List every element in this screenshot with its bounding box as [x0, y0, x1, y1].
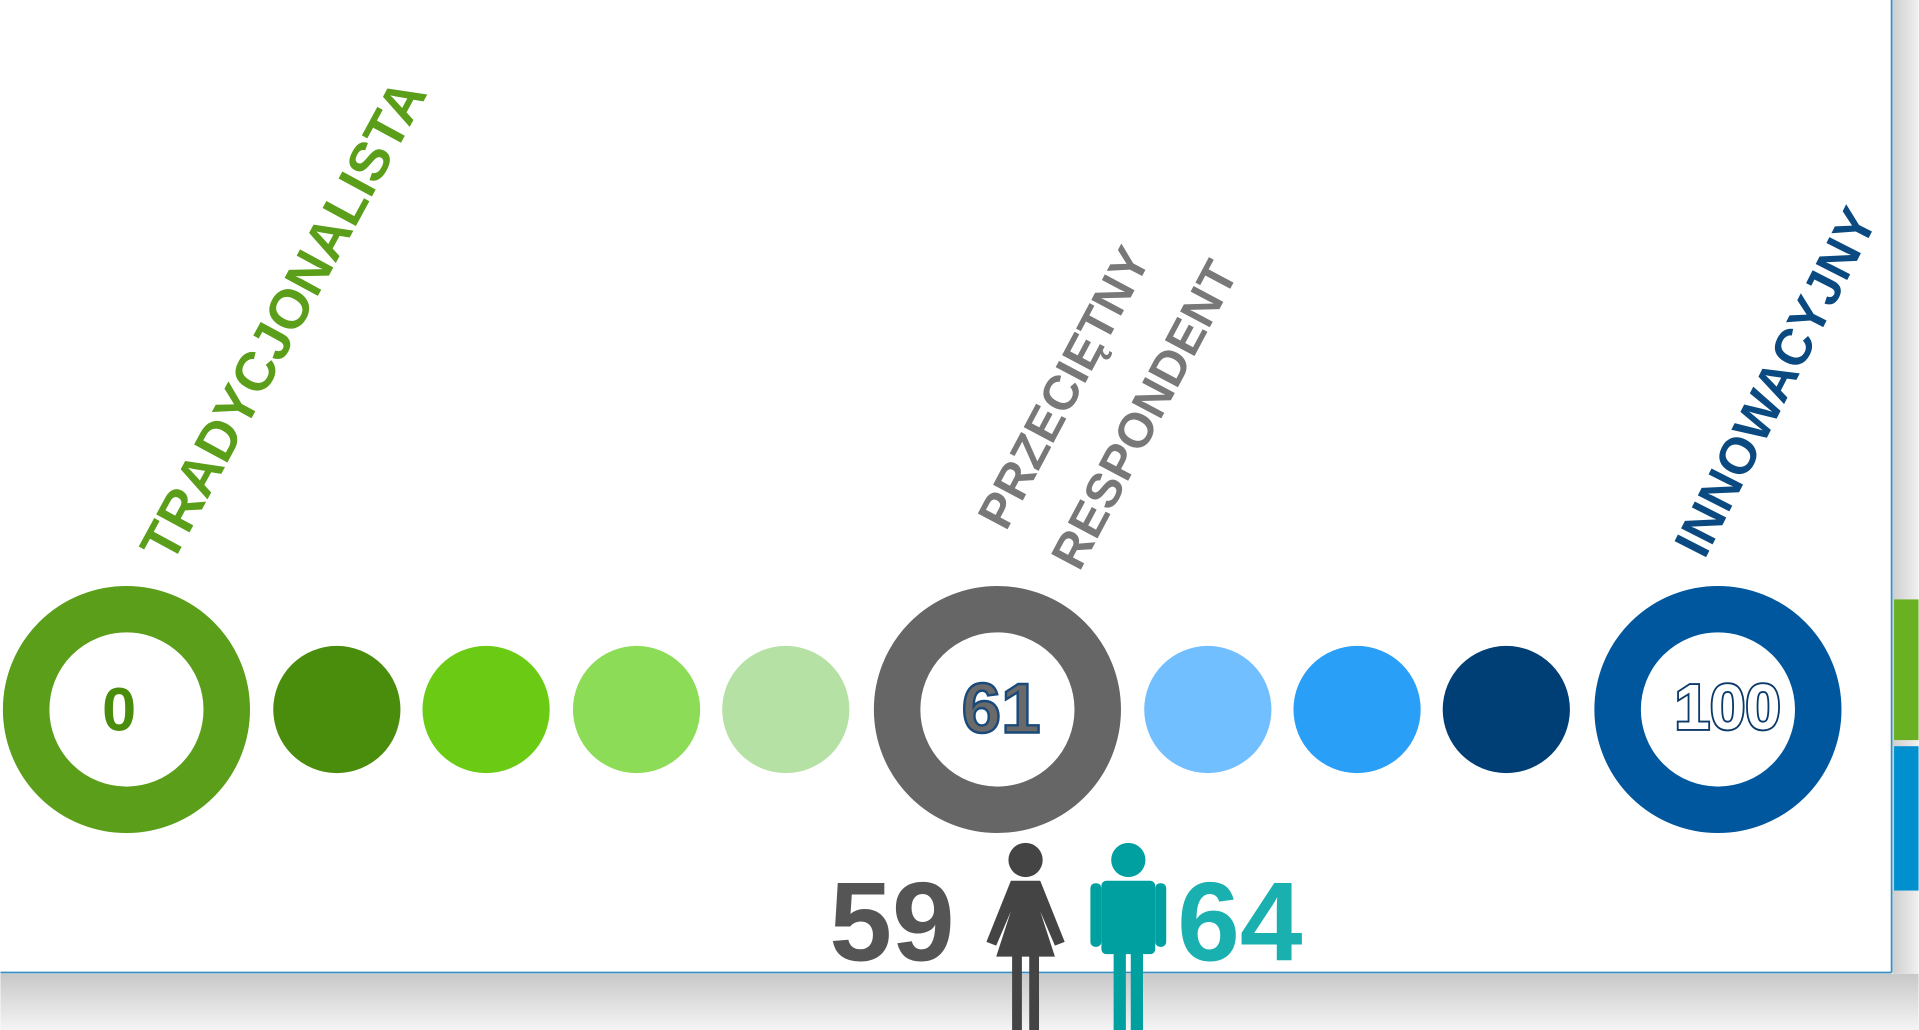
side-tab: [1894, 746, 1919, 891]
scale-min: 0: [102, 675, 136, 743]
male-value: 64: [1177, 858, 1302, 984]
scale-dot: [422, 645, 550, 774]
scale-dot: [572, 645, 701, 774]
scale-start-circle: [2, 585, 250, 834]
female-value: 59: [829, 858, 954, 984]
scale-max: 100: [1675, 672, 1781, 743]
scale-end-circle: [1594, 585, 1842, 834]
male-icon: [1090, 842, 1167, 1030]
scale-average: 61: [962, 670, 1041, 749]
scale-dot: [1144, 645, 1272, 774]
scale-dot: [1442, 645, 1570, 774]
scale-average-circle: [873, 585, 1121, 834]
scale-dot: [722, 645, 850, 774]
female-icon: [986, 842, 1065, 1030]
bottom-band: [0, 973, 1919, 1030]
scale-dot: [1293, 645, 1421, 774]
scale-dot: [273, 645, 401, 774]
side-tab: [1894, 599, 1919, 741]
